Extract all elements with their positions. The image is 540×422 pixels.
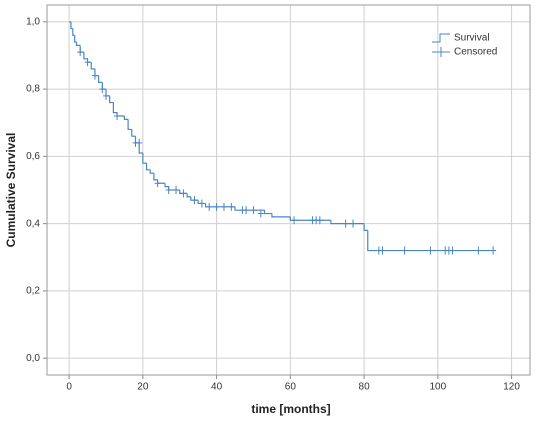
survival-step <box>123 116 129 120</box>
censored-mark <box>379 246 386 255</box>
x-tick-label: 80 <box>359 382 371 393</box>
survival-step <box>83 52 88 60</box>
survival-step <box>70 21 73 30</box>
legend-swatch <box>432 47 450 57</box>
survival-step <box>98 75 103 83</box>
censored-mark <box>291 216 298 225</box>
y-tick-label: 0,8 <box>26 84 40 95</box>
survival-step <box>74 35 77 43</box>
censored-mark <box>180 189 187 198</box>
censored-mark <box>206 202 213 211</box>
censored-mark <box>165 186 172 194</box>
legend-label: Survival <box>454 33 490 44</box>
survival-step <box>131 129 136 137</box>
survival-step <box>75 42 81 46</box>
survival-step <box>72 28 75 36</box>
survival-step <box>153 173 158 181</box>
survival-step <box>271 213 291 218</box>
x-axis-label: time [months] <box>251 402 330 416</box>
censored-mark <box>220 202 227 211</box>
survival-step <box>112 102 118 114</box>
censored-mark <box>250 206 257 215</box>
survival-step <box>186 193 191 198</box>
censored-mark <box>84 58 91 67</box>
y-tick-label: 0,4 <box>26 218 40 229</box>
survival-step <box>363 223 368 231</box>
y-tick-label: 0,0 <box>26 353 40 364</box>
survival-step <box>109 95 114 104</box>
censored-mark <box>475 246 482 255</box>
censored-mark <box>490 246 497 255</box>
censored-mark <box>401 246 408 255</box>
censored-mark <box>257 209 264 218</box>
censored-mark <box>316 216 323 225</box>
legend-label: Censored <box>454 47 497 58</box>
y-tick-label: 0,6 <box>26 151 40 162</box>
censored-mark <box>114 112 121 120</box>
survival-step <box>142 153 147 164</box>
x-tick-label: 0 <box>66 382 72 393</box>
censored-mark <box>243 206 250 215</box>
censored-mark <box>191 196 198 205</box>
censored-mark <box>91 71 98 80</box>
survival-step <box>164 183 169 188</box>
y-tick-label: 1,0 <box>26 16 40 27</box>
survival-step <box>149 169 154 174</box>
censored-mark <box>342 219 349 228</box>
x-tick-label: 60 <box>285 382 297 393</box>
x-tick-label: 120 <box>503 382 520 393</box>
censored-mark <box>99 85 106 94</box>
censored-mark <box>136 138 143 147</box>
y-tick-label: 0,2 <box>26 286 40 297</box>
censored-mark <box>154 179 161 188</box>
x-tick-label: 100 <box>429 382 446 393</box>
censored-mark <box>427 246 434 255</box>
censored-mark <box>213 202 220 211</box>
censored-mark <box>173 186 180 194</box>
censored-mark <box>198 199 205 208</box>
survival-step <box>263 210 272 215</box>
survival-step <box>145 163 151 171</box>
censored-mark <box>228 202 235 211</box>
survival-step <box>127 119 132 131</box>
censored-mark <box>102 91 109 100</box>
y-axis-label: Cumulative Survival <box>4 133 18 248</box>
x-tick-label: 40 <box>211 382 223 393</box>
censored-mark <box>77 48 84 57</box>
survival-step <box>90 62 95 70</box>
censored-mark <box>449 246 456 255</box>
plot-frame <box>46 4 531 376</box>
x-tick-label: 20 <box>137 382 149 393</box>
censored-mark <box>350 219 357 228</box>
legend-swatch <box>432 33 450 43</box>
